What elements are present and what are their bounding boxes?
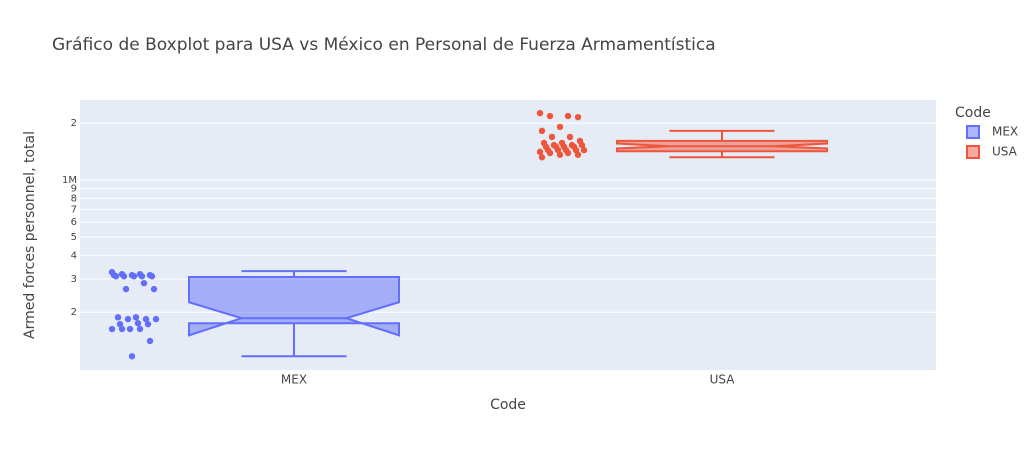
box-body bbox=[188, 276, 400, 337]
data-point bbox=[546, 112, 554, 120]
x-tick-label: MEX bbox=[281, 373, 307, 387]
data-point bbox=[148, 273, 156, 280]
data-point bbox=[118, 325, 126, 333]
data-point bbox=[150, 285, 158, 293]
data-point bbox=[578, 141, 586, 149]
legend-label: USA bbox=[992, 145, 1018, 159]
data-point bbox=[128, 353, 136, 360]
legend-title: Code bbox=[955, 105, 991, 121]
data-point bbox=[116, 320, 124, 328]
data-point bbox=[146, 337, 154, 345]
data-point bbox=[138, 273, 146, 280]
y-tick-label: 9 bbox=[71, 184, 77, 195]
data-point bbox=[140, 279, 148, 287]
data-point bbox=[120, 273, 128, 280]
data-point bbox=[548, 133, 556, 141]
data-point bbox=[580, 146, 588, 154]
data-point bbox=[564, 112, 572, 120]
data-point bbox=[536, 109, 544, 117]
data-point bbox=[564, 149, 572, 157]
data-point bbox=[124, 315, 132, 323]
legend-swatch bbox=[966, 125, 980, 139]
data-point bbox=[144, 320, 152, 328]
y-tick-label: 8 bbox=[71, 193, 77, 204]
data-point bbox=[152, 315, 160, 323]
data-point bbox=[130, 273, 138, 280]
data-point bbox=[114, 314, 122, 321]
y-tick-label: 2 bbox=[71, 118, 77, 129]
data-point bbox=[126, 325, 134, 333]
y-tick-label: 7 bbox=[71, 204, 77, 215]
x-tick-label: USA bbox=[710, 373, 736, 387]
data-point bbox=[556, 123, 564, 131]
y-tick-label: 4 bbox=[71, 250, 77, 261]
y-tick-label: 6 bbox=[71, 217, 77, 228]
x-axis-title: Code bbox=[490, 397, 526, 413]
data-point bbox=[574, 151, 582, 158]
data-point bbox=[122, 285, 130, 293]
data-point bbox=[136, 325, 144, 333]
data-point bbox=[134, 320, 142, 327]
data-point bbox=[574, 113, 582, 121]
data-point bbox=[108, 325, 116, 333]
data-point bbox=[112, 273, 120, 280]
data-point bbox=[546, 149, 554, 157]
data-point bbox=[556, 151, 564, 158]
data-point bbox=[536, 148, 544, 156]
data-point bbox=[538, 154, 546, 161]
data-point bbox=[132, 314, 140, 321]
y-axis-title: Armed forces personnel, total bbox=[22, 131, 38, 339]
y-tick-label: 2 bbox=[71, 307, 77, 318]
data-point bbox=[566, 133, 574, 141]
legend-swatch bbox=[966, 145, 980, 159]
legend-label: MEX bbox=[992, 125, 1018, 139]
data-point bbox=[142, 315, 150, 323]
y-tick-label: 5 bbox=[71, 232, 77, 243]
chart-title: Gráfico de Boxplot para USA vs México en… bbox=[52, 35, 716, 55]
y-tick-label: 3 bbox=[71, 274, 77, 285]
data-point bbox=[538, 127, 546, 135]
y-tick-label: 1M bbox=[62, 175, 77, 186]
